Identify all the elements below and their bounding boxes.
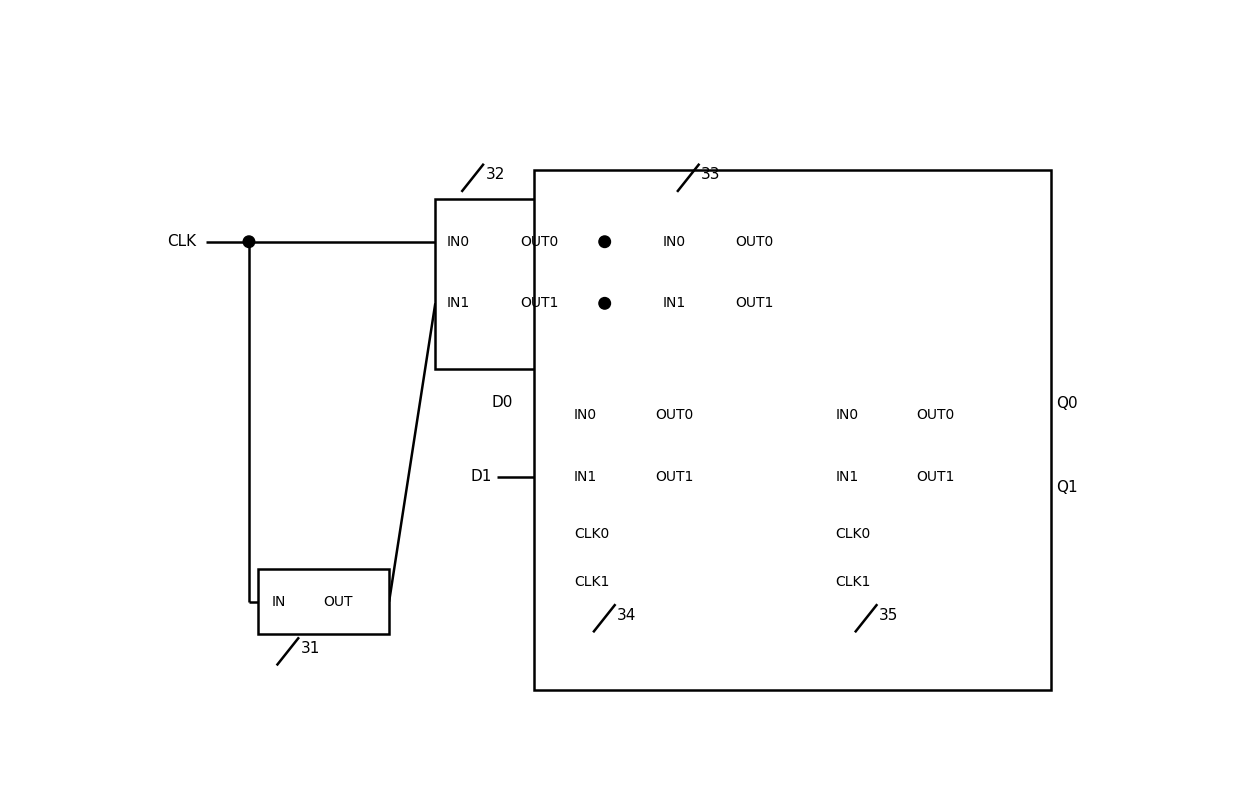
Text: Q1: Q1 (1056, 481, 1078, 495)
Bar (825, 372, 1001, 600)
Text: D0: D0 (491, 394, 513, 410)
Circle shape (243, 236, 254, 247)
Text: OUT1: OUT1 (735, 297, 774, 310)
Text: CLK1: CLK1 (836, 575, 870, 589)
Text: OUT0: OUT0 (520, 234, 558, 249)
Text: Q0: Q0 (1056, 396, 1078, 411)
Text: D1: D1 (471, 469, 492, 484)
Text: OUT0: OUT0 (655, 408, 693, 422)
Text: CLK0: CLK0 (574, 528, 609, 541)
Text: IN1: IN1 (574, 469, 598, 483)
Text: OUT0: OUT0 (916, 408, 955, 422)
Text: IN1: IN1 (662, 297, 686, 310)
Text: OUT1: OUT1 (520, 297, 558, 310)
Text: 34: 34 (618, 608, 636, 623)
Circle shape (599, 236, 610, 247)
Text: OUT0: OUT0 (735, 234, 774, 249)
Text: 35: 35 (879, 608, 898, 623)
Text: IN0: IN0 (574, 408, 596, 422)
Bar (651, 200, 821, 368)
Text: OUT1: OUT1 (655, 469, 693, 483)
Text: IN0: IN0 (662, 234, 686, 249)
Text: IN1: IN1 (446, 297, 470, 310)
Text: CLK1: CLK1 (574, 575, 609, 589)
Circle shape (599, 297, 610, 309)
Text: IN: IN (272, 595, 286, 608)
Text: IN0: IN0 (836, 408, 859, 422)
Text: CLK0: CLK0 (836, 528, 870, 541)
Text: IN1: IN1 (836, 469, 859, 483)
Bar (563, 372, 739, 600)
Text: IN0: IN0 (446, 234, 470, 249)
Text: 32: 32 (485, 167, 505, 183)
Bar (534, 170, 1052, 690)
Text: OUT1: OUT1 (916, 469, 955, 483)
Text: CLK: CLK (167, 234, 196, 249)
Bar (258, 569, 389, 634)
Text: 33: 33 (701, 167, 720, 183)
Bar (435, 200, 605, 368)
Text: 31: 31 (300, 641, 320, 656)
Text: OUT: OUT (324, 595, 353, 608)
